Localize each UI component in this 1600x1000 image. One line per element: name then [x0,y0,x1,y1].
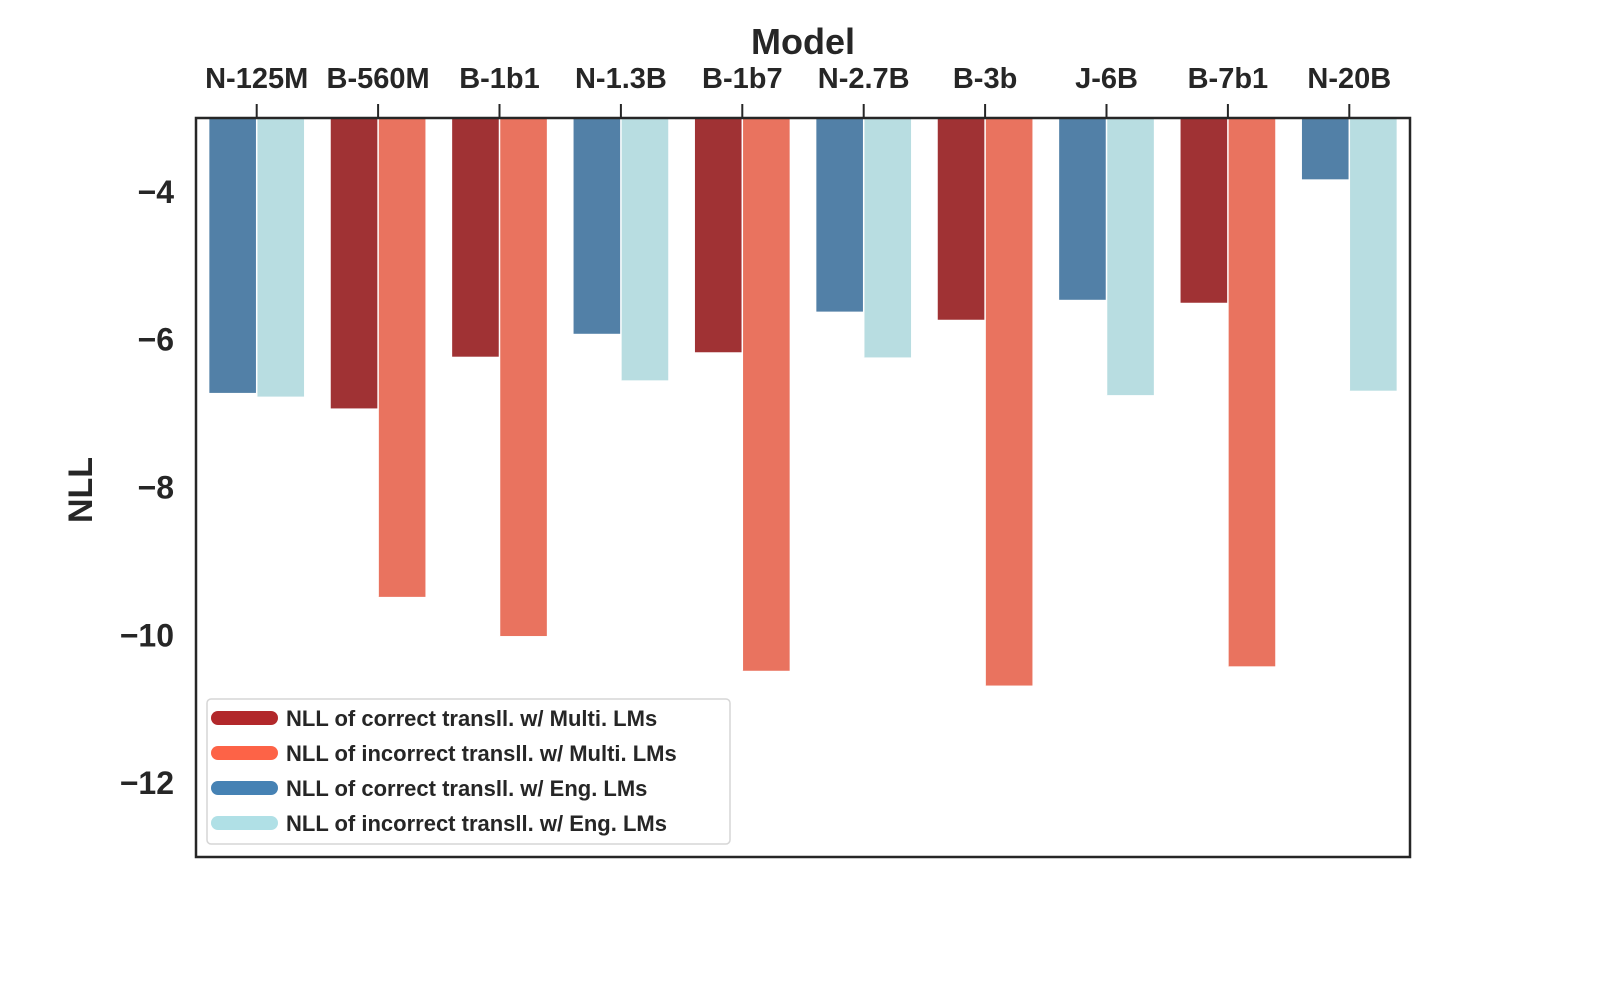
bar-incorrect-B-7b1 [1227,118,1276,667]
bar-correct-B-7b1 [1180,118,1228,303]
bar-correct-B-560M [330,118,379,409]
bar-correct-B-1b1 [452,118,500,357]
x-tick-label: J-6B [1075,63,1138,95]
bar-incorrect-B-3b [985,118,1033,686]
y-ticks: −4 −6 −8 −10 −12 [120,174,174,801]
bar-incorrect-B-560M [378,118,426,597]
y-tick-label: −10 [120,617,174,653]
bar-correct-N-125M [209,118,257,393]
y-tick-label: −6 [138,322,174,358]
bars-group [209,118,1397,686]
legend-label: NLL of correct transll. w/ Eng. LMs [286,776,647,801]
bar-incorrect-N-2.7B [863,118,912,358]
bar-correct-B-1b7 [694,118,743,353]
y-axis-label: NLL [62,457,100,523]
bar-incorrect-B-1b7 [742,118,790,671]
legend: NLL of correct transll. w/ Multi. LMs NLL… [206,698,731,845]
bar-correct-N-20B [1301,118,1350,180]
y-tick-label: −4 [138,174,175,210]
bar-correct-B-3b [937,118,986,320]
legend-label: NLL of incorrect transll. w/ Multi. LMs [286,741,677,766]
bar-correct-J-6B [1059,118,1107,300]
x-tick-label: B-1b1 [459,63,540,95]
bar-incorrect-N-20B [1349,118,1397,391]
x-ticks: N-125M B-560M B-1b1 N-1.3B B-1b7 N-2.7B B-3b J-… [205,63,1391,118]
y-tick-label: −12 [120,765,174,801]
bar-incorrect-B-1b1 [499,118,547,637]
bar-incorrect-N-125M [256,118,305,397]
x-tick-label: B-3b [953,63,1017,95]
x-tick-label: B-560M [327,63,430,95]
chart-title: Model [751,21,855,62]
legend-box [206,698,731,845]
bar-correct-N-1.3B [573,118,621,334]
x-tick-label: B-7b1 [1188,63,1269,95]
bar-correct-N-2.7B [816,118,864,312]
legend-label: NLL of incorrect transll. w/ Eng. LMs [286,811,667,836]
bar-incorrect-N-1.3B [620,118,669,381]
x-tick-label: N-1.3B [575,63,667,95]
x-tick-label: N-125M [205,63,308,95]
plot-frame [194,116,1412,859]
x-tick-label: B-1b7 [702,63,783,95]
bar-incorrect-J-6B [1106,118,1154,396]
x-tick-label: N-20B [1307,63,1391,95]
y-tick-label: −8 [138,470,174,506]
x-tick-label: N-2.7B [818,63,910,95]
legend-label: NLL of correct transll. w/ Multi. LMs [286,706,657,731]
